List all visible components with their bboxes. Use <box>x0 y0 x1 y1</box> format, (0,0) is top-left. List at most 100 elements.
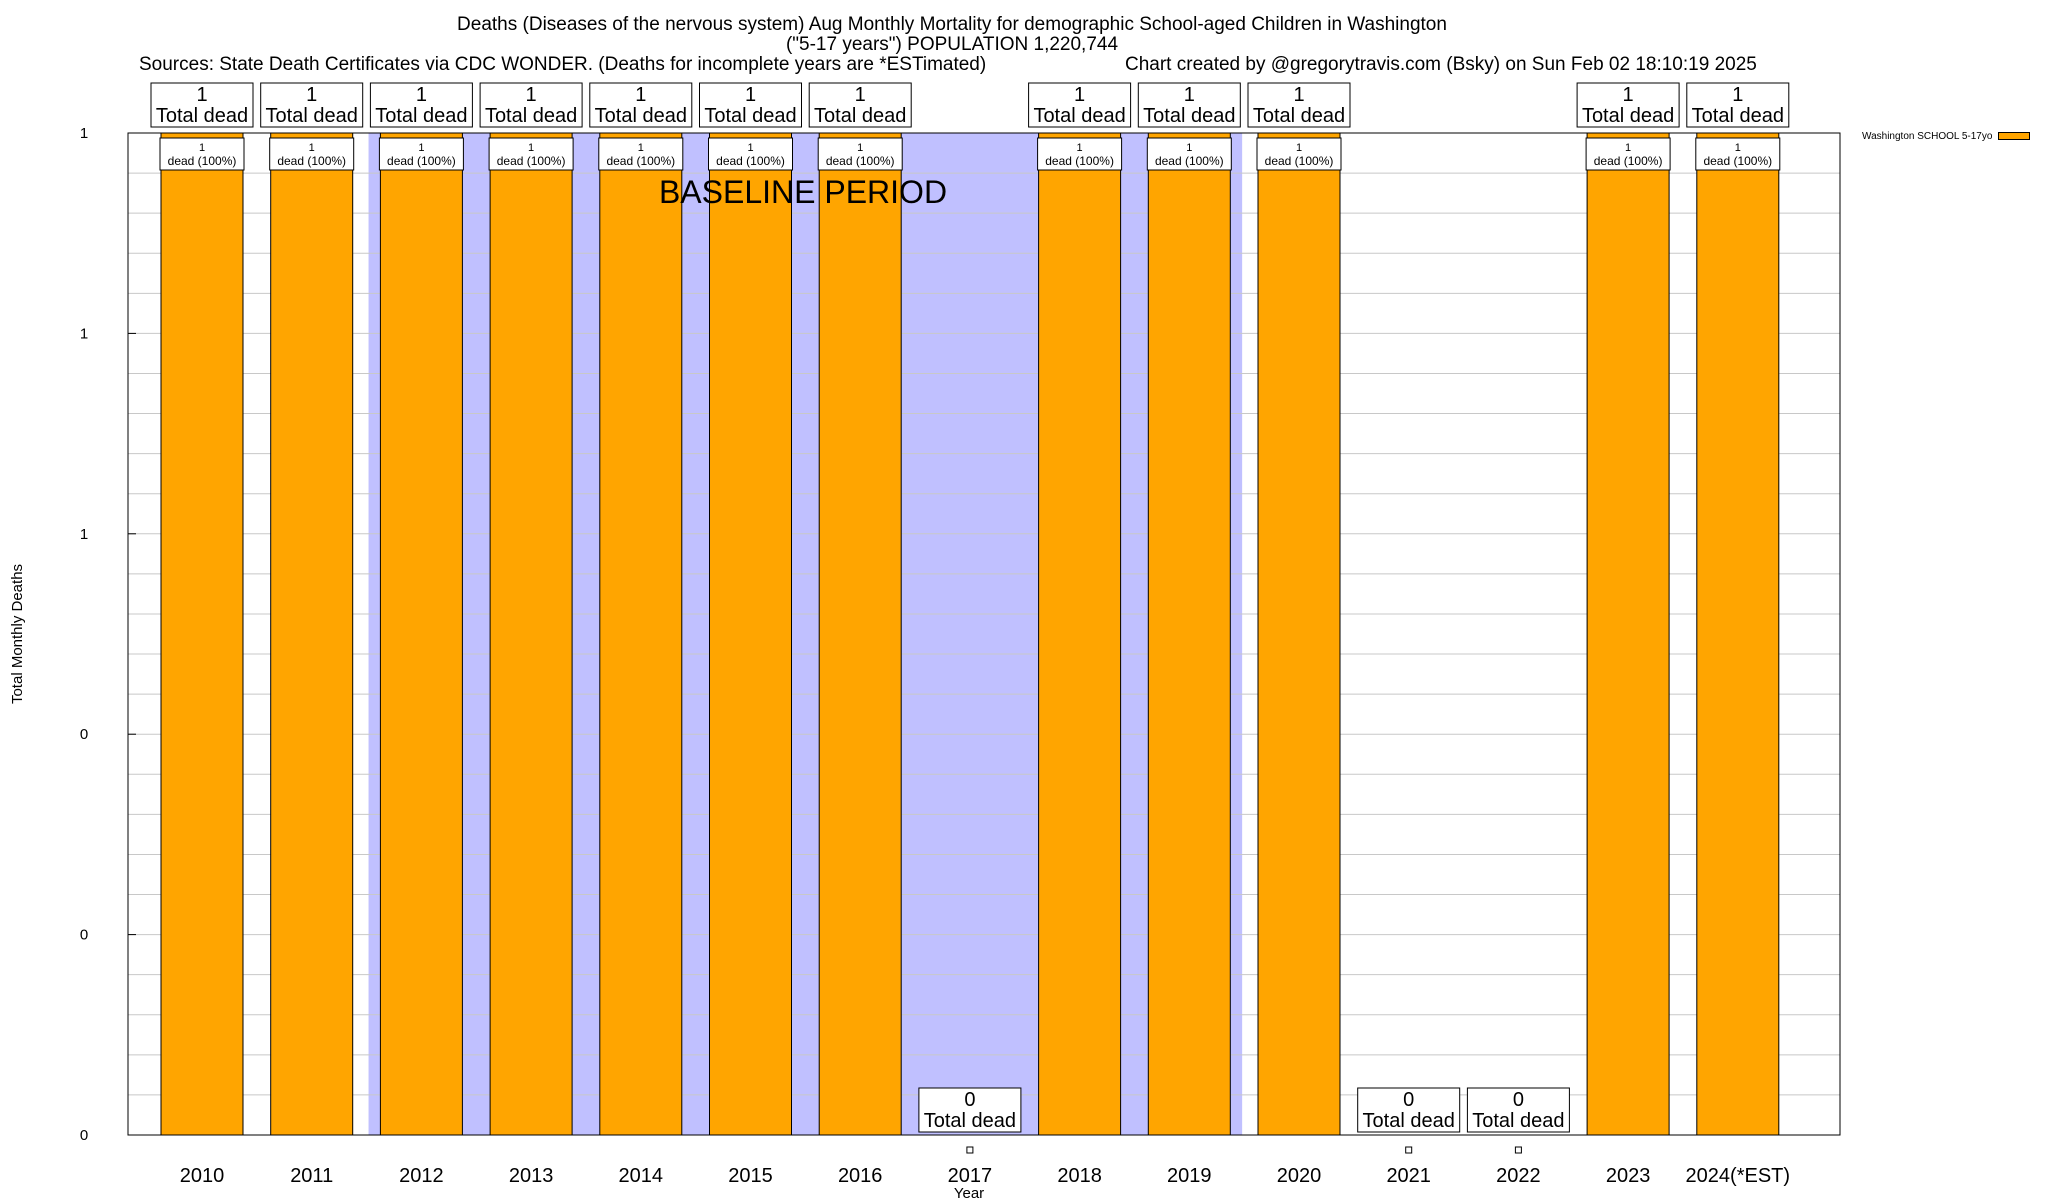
inner-label-count: 1 <box>638 142 644 154</box>
zero-marker <box>1405 1146 1413 1154</box>
total-label-text: Total dead <box>156 105 248 127</box>
total-label-text: Total dead <box>485 105 577 127</box>
x-tick-label: 2020 <box>1277 1165 1322 1187</box>
inner-label-text: dead (100%) <box>168 154 237 168</box>
inner-label-text: dead (100%) <box>606 154 675 168</box>
bar <box>709 132 792 1136</box>
x-tick-label: 2023 <box>1606 1165 1651 1187</box>
inner-label-box <box>159 137 245 171</box>
inner-label-box <box>1037 137 1123 171</box>
total-label-box <box>150 82 254 128</box>
inner-label-text: dead (100%) <box>716 154 785 168</box>
inner-label-text: dead (100%) <box>1155 154 1224 168</box>
baseline-period-label: BASELINE PERIOD <box>659 174 947 210</box>
x-tick-label: 2024(*EST) <box>1686 1165 1791 1187</box>
zero-marker <box>966 1146 974 1154</box>
x-tick-label: 2016 <box>838 1165 883 1187</box>
inner-label-box <box>269 137 355 171</box>
total-label-box <box>1686 82 1790 128</box>
inner-label-count: 1 <box>528 142 534 154</box>
total-label-count: 1 <box>1074 84 1085 106</box>
x-tick-label: 2015 <box>728 1165 773 1187</box>
inner-label-box <box>1585 137 1671 171</box>
inner-label-box <box>708 137 793 171</box>
total-label-text: Total dead <box>375 105 467 127</box>
bar <box>379 132 463 1136</box>
total-label-box <box>1576 82 1680 128</box>
total-label-text: Total dead <box>1363 1110 1455 1132</box>
total-label-box <box>918 1087 1022 1133</box>
total-label-box <box>1357 1087 1461 1133</box>
x-tick-label: 2022 <box>1496 1165 1541 1187</box>
y-tick-label: 1 <box>80 325 88 342</box>
total-label-box <box>1028 82 1132 128</box>
legend-swatch <box>1998 132 2031 141</box>
total-label-box <box>1247 82 1351 128</box>
inner-label-count: 1 <box>747 142 753 154</box>
x-tick-label: 2012 <box>399 1165 444 1187</box>
chart-title: Deaths (Diseases of the nervous system) … <box>457 14 1447 35</box>
x-tick-label: 2014 <box>619 1165 664 1187</box>
credit-note: Chart created by @gregorytravis.com (Bsk… <box>1125 54 1757 75</box>
total-label-count: 1 <box>635 84 646 106</box>
total-label-count: 1 <box>526 84 537 106</box>
y-axis-label: Total Monthly Deaths <box>9 564 26 704</box>
x-tick-label: 2021 <box>1386 1165 1431 1187</box>
bar <box>599 132 683 1136</box>
inner-label-box <box>1695 137 1781 171</box>
plot-frame <box>127 132 1841 1136</box>
bar <box>818 132 902 1136</box>
y-tick-label: 1 <box>80 125 88 142</box>
total-label-count: 1 <box>416 84 427 106</box>
total-label-text: Total dead <box>266 105 358 127</box>
x-tick-label: 2011 <box>290 1165 333 1187</box>
chart-subtitle: ("5-17 years") POPULATION 1,220,744 <box>785 34 1119 55</box>
x-tick-label: 2017 <box>948 1165 993 1187</box>
total-label-box <box>479 82 583 128</box>
y-tick-label: 0 <box>80 1127 88 1144</box>
bar <box>1038 132 1122 1136</box>
bar <box>1147 132 1231 1136</box>
inner-label-text: dead (100%) <box>1703 154 1772 168</box>
inner-label-count: 1 <box>1735 142 1741 154</box>
y-tick-label: 1 <box>80 526 88 543</box>
inner-label-count: 1 <box>418 142 424 154</box>
inner-label-count: 1 <box>1186 142 1192 154</box>
inner-label-count: 1 <box>199 142 205 154</box>
inner-label-text: dead (100%) <box>1045 154 1114 168</box>
inner-label-box <box>1256 137 1342 171</box>
bar <box>1696 132 1780 1136</box>
total-label-text: Total dead <box>1033 105 1125 127</box>
y-tick-label: 0 <box>80 726 88 743</box>
total-label-count: 1 <box>1293 84 1304 106</box>
sources-note: Sources: State Death Certificates via CD… <box>139 54 987 75</box>
total-label-box <box>260 82 364 128</box>
total-label-count: 1 <box>1623 84 1634 106</box>
total-label-text: Total dead <box>595 105 687 127</box>
total-label-count: 1 <box>745 84 756 106</box>
bar <box>1257 132 1341 1136</box>
x-tick-label: 2010 <box>180 1165 225 1187</box>
inner-label-count: 1 <box>1625 142 1631 154</box>
inner-label-count: 1 <box>857 142 863 154</box>
bar <box>1586 132 1670 1136</box>
x-tick-label: 2013 <box>509 1165 554 1187</box>
total-label-box <box>699 82 802 128</box>
inner-label-text: dead (100%) <box>387 154 456 168</box>
inner-label-text: dead (100%) <box>826 154 895 168</box>
inner-label-box <box>817 137 903 171</box>
bar <box>160 132 244 1136</box>
total-label-count: 1 <box>855 84 866 106</box>
total-label-box <box>1466 1087 1570 1133</box>
inner-label-text: dead (100%) <box>1265 154 1334 168</box>
total-label-text: Total dead <box>1692 105 1784 127</box>
legend-label: Washington SCHOOL 5-17yo <box>1862 131 1993 142</box>
bar <box>270 132 354 1136</box>
inner-label-text: dead (100%) <box>277 154 346 168</box>
inner-label-count: 1 <box>1077 142 1083 154</box>
inner-label-text: dead (100%) <box>1594 154 1663 168</box>
total-label-count: 1 <box>1184 84 1195 106</box>
total-label-count: 1 <box>1732 84 1743 106</box>
x-axis-label: Year <box>954 1185 984 1200</box>
